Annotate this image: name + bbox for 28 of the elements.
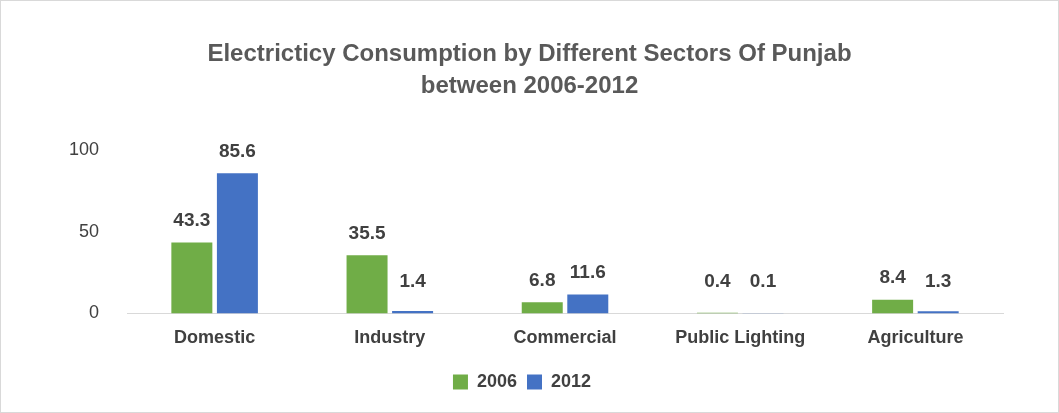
y-tick-label: 50 (79, 220, 100, 241)
data-label: 8.4 (879, 266, 907, 288)
data-label: 0.1 (749, 270, 777, 292)
data-label: 6.8 (529, 269, 556, 291)
data-label: 35.5 (348, 222, 386, 244)
data-label: 1.4 (399, 270, 427, 292)
data-label: 11.6 (569, 261, 606, 283)
bar (567, 294, 609, 314)
y-tick-label: 100 (68, 138, 100, 159)
x-tick-label: Agriculture (867, 327, 964, 348)
x-tick-label: Public Lighting (675, 327, 806, 348)
y-tick-label: 0 (89, 302, 100, 323)
bar (917, 311, 959, 314)
bar (216, 173, 258, 314)
x-tick-label: Domestic (174, 327, 256, 348)
bar (171, 242, 213, 314)
bar (346, 255, 388, 314)
bar (521, 302, 563, 314)
data-label: 0.4 (704, 270, 732, 292)
data-label: 43.3 (173, 209, 211, 231)
x-tick-label: Industry (354, 327, 426, 348)
chart-title: Electricticy Consumption by Different Sectors Of Punjab between 2006-2012 (206, 38, 853, 100)
x-tick-label: Commercial (513, 327, 617, 348)
legend-label: 2006 (476, 370, 517, 391)
legend-label: 2012 (551, 370, 592, 391)
data-label: 1.3 (924, 270, 952, 292)
bar (872, 299, 914, 314)
data-label: 85.6 (218, 140, 256, 162)
